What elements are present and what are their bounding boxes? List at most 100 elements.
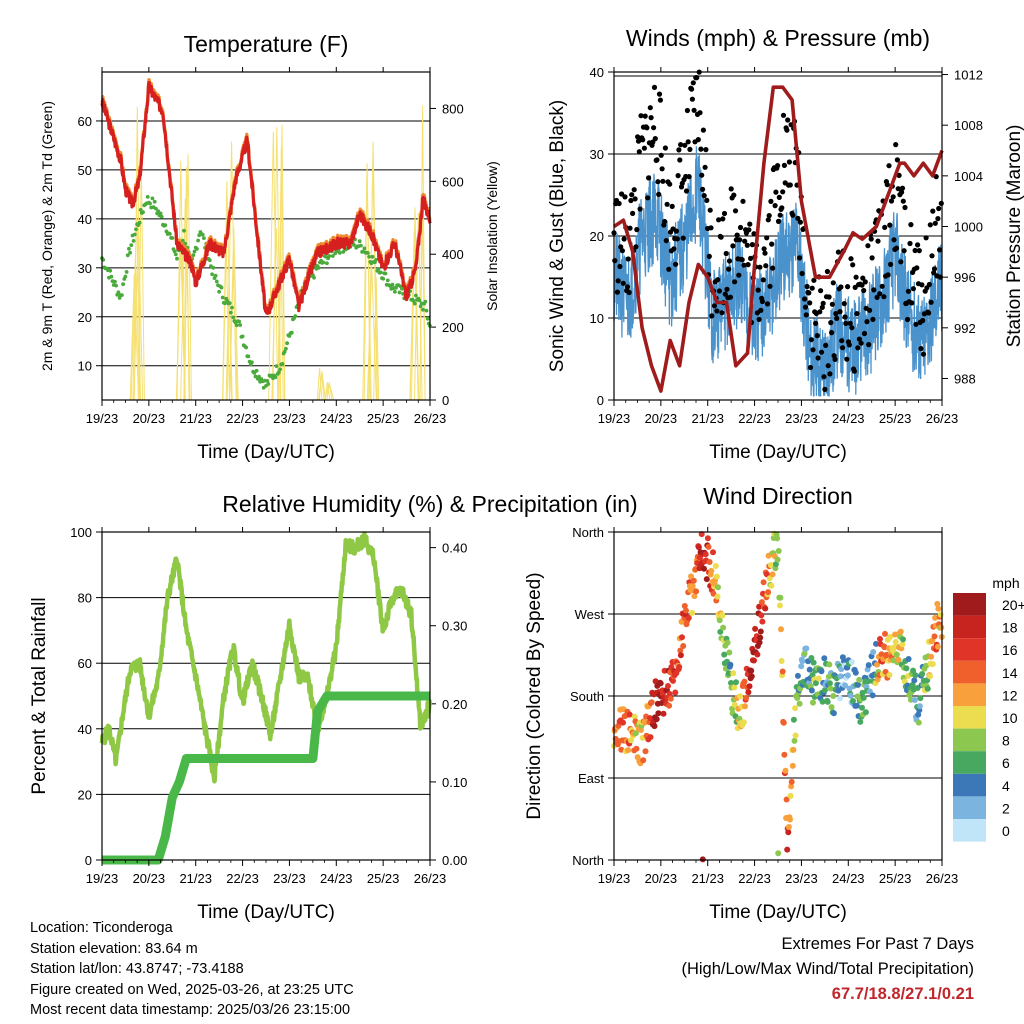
gust-point (638, 113, 644, 119)
gust-point (678, 142, 684, 148)
dewpoint-point (227, 301, 232, 305)
gust-point (659, 166, 665, 172)
direction-point (737, 693, 743, 700)
direction-point (758, 612, 765, 619)
direction-point (626, 711, 633, 718)
direction-point (798, 663, 805, 670)
solar-trace (180, 198, 191, 401)
dewpoint-point (367, 254, 371, 259)
dir-xtick-label: 21/23 (691, 871, 724, 886)
direction-point (860, 694, 867, 701)
direction-point (912, 672, 919, 679)
direction-point (627, 737, 634, 744)
gust-point (658, 152, 664, 158)
solar-trace (414, 212, 423, 401)
gust-point (716, 217, 722, 223)
temp-xtick-label: 26/23 (414, 411, 447, 426)
rh-ytick-label: 20 (78, 787, 92, 802)
direction-point (883, 651, 890, 658)
direction-point (791, 737, 798, 744)
dewpoint-point (200, 232, 205, 237)
direction-point (900, 636, 906, 643)
legend-label: 2 (1002, 800, 1010, 816)
gust-point (732, 279, 738, 285)
direction-point (909, 681, 916, 688)
gust-point (881, 294, 887, 300)
dewpoint-point (341, 250, 346, 254)
dewpoint-point (280, 362, 285, 366)
direction-point (903, 665, 910, 672)
gust-point (651, 125, 657, 131)
gust-point (841, 301, 847, 307)
gust-point (775, 163, 781, 169)
dewpoint-point (223, 301, 227, 306)
gust-point (703, 147, 709, 153)
gust-point (711, 303, 718, 309)
gust-point (765, 217, 771, 223)
gust-point (909, 300, 915, 306)
gust-point (874, 294, 880, 300)
gust-point (673, 228, 680, 234)
gust-point (669, 203, 675, 209)
gust-point (894, 157, 901, 163)
gust-point (807, 300, 813, 306)
direction-point (803, 645, 810, 652)
legend-swatch (953, 773, 986, 797)
direction-point (719, 612, 726, 619)
direction-point (653, 716, 660, 723)
gust-point (851, 368, 858, 374)
dir-ytick-label: East (578, 771, 604, 786)
rh-xtick-label: 21/23 (179, 871, 212, 886)
gust-point (853, 274, 859, 280)
gust-point (803, 312, 809, 318)
direction-point (855, 681, 861, 688)
direction-point (731, 684, 738, 691)
direction-point (899, 641, 906, 648)
direction-point (748, 667, 755, 674)
gust-point (787, 182, 793, 188)
gust-point (869, 255, 875, 261)
dewpoint-point (357, 239, 362, 244)
solar-trace (277, 211, 284, 401)
dewpoint-point (244, 345, 249, 350)
direction-point (810, 699, 816, 706)
direction-point (667, 695, 674, 702)
dewpoint-point (376, 267, 381, 271)
solar-trace (316, 367, 323, 401)
direction-point (756, 603, 763, 610)
direction-point (847, 692, 854, 699)
gust-point (628, 197, 634, 204)
gust-point (701, 193, 707, 199)
gust-point (918, 346, 924, 352)
direction-point (874, 661, 881, 668)
direction-point (618, 746, 625, 753)
wind-title: Winds (mph) & Pressure (mb) (626, 25, 930, 51)
dewpoint-point (370, 254, 375, 259)
dewpoint-point (289, 330, 294, 335)
gust-point (646, 175, 652, 181)
dir-ytick-label: North (572, 525, 604, 540)
gust-point (704, 197, 710, 203)
dewpoint-point (266, 382, 271, 386)
direction-point (862, 709, 869, 716)
gust-point (838, 284, 844, 290)
gust-point (635, 134, 641, 140)
direction-point (751, 657, 757, 664)
wind-xtick-label: 26/23 (926, 411, 959, 426)
gust-point (860, 275, 866, 281)
direction-point (775, 548, 782, 554)
dewpoint-point (383, 271, 388, 276)
dewpoint-point (390, 282, 395, 287)
direction-point (919, 671, 926, 677)
gust-point (700, 186, 706, 192)
direction-point (688, 573, 694, 580)
gust-point (737, 224, 744, 231)
dewpoint-point (175, 256, 179, 261)
direction-point (641, 719, 648, 726)
direction-point (824, 698, 831, 705)
dewpoint-point (138, 208, 143, 212)
gust-point (663, 238, 669, 244)
gust-point (654, 157, 660, 163)
direction-point (705, 543, 712, 550)
direction-point (638, 727, 644, 733)
